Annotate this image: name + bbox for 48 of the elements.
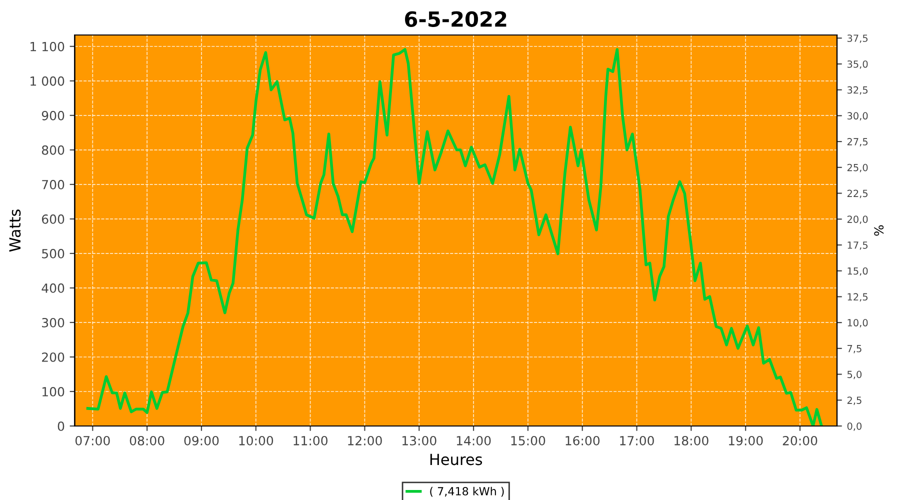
x-tick-label: 11:00 — [294, 436, 328, 446]
x-tick-label: 09:00 — [184, 436, 219, 446]
x-tick-label: 14:00 — [456, 436, 491, 446]
y2-tick-label: 15,0 — [848, 267, 868, 276]
x-tick-label: 17:00 — [620, 436, 654, 446]
x-tick-label: 13:00 — [402, 436, 436, 446]
x-tick-label: 16:00 — [566, 436, 600, 446]
chart-title: 6-5-2022 — [405, 11, 506, 27]
y2-tick-label: 32,5 — [847, 86, 868, 95]
y2-tick-label: 0,0 — [847, 422, 862, 431]
x-axis-title: Heures — [430, 454, 482, 466]
y2-tick-label: 25,0 — [847, 164, 868, 172]
y-tick-label: 1 100 — [30, 42, 64, 52]
x-tick-label: 15:00 — [511, 436, 546, 446]
x-tick-label: 18:00 — [674, 436, 708, 446]
x-tick-label: 12:00 — [348, 436, 382, 446]
y-tick-label: 200 — [42, 352, 64, 362]
y2-tick-label: 2,5 — [847, 396, 862, 405]
y2-tick-label: 27,5 — [847, 138, 868, 146]
y-tick-label: 500 — [42, 248, 64, 258]
y-tick-label: 900 — [42, 110, 64, 120]
y2-tick-label: 22,5 — [847, 190, 868, 198]
y2-tick-label: 37,5 — [847, 34, 868, 43]
y2-axis-title: % — [874, 225, 884, 236]
x-tick-label: 20:00 — [782, 436, 818, 446]
x-tick-label: 10:00 — [239, 436, 274, 446]
y-tick-label: 600 — [42, 214, 64, 224]
x-tick-label: 08:00 — [130, 436, 164, 446]
y-tick-label: 300 — [42, 318, 64, 328]
y-tick-label: 800 — [42, 145, 64, 155]
y-tick-label: 400 — [42, 283, 64, 293]
y2-tick-label: 12,5 — [848, 293, 868, 302]
y2-tick-label: 5,0 — [847, 370, 862, 380]
line-series — [86, 48, 823, 426]
y2-tick-label: 7,5 — [848, 345, 862, 354]
y-tick-label: 700 — [42, 180, 64, 190]
x-tick-label: 19:00 — [728, 436, 763, 446]
y2-tick-label: 20,0 — [847, 216, 868, 224]
y-tick-label: 100 — [42, 386, 64, 396]
y-axis-title: Watts — [9, 210, 21, 252]
y2-tick-label: 30,0 — [847, 112, 868, 121]
y2-tick-label: 10,0 — [848, 319, 868, 328]
x-tick-label: 07:00 — [75, 436, 110, 446]
y-tick-label: 0 — [58, 421, 64, 431]
y2-tick-label: 17,5 — [848, 242, 868, 250]
legend-label: ( 7,418 kWh ) — [430, 486, 504, 497]
y2-tick-label: 35,0 — [847, 60, 868, 69]
y-tick-label: 1 000 — [30, 76, 64, 86]
